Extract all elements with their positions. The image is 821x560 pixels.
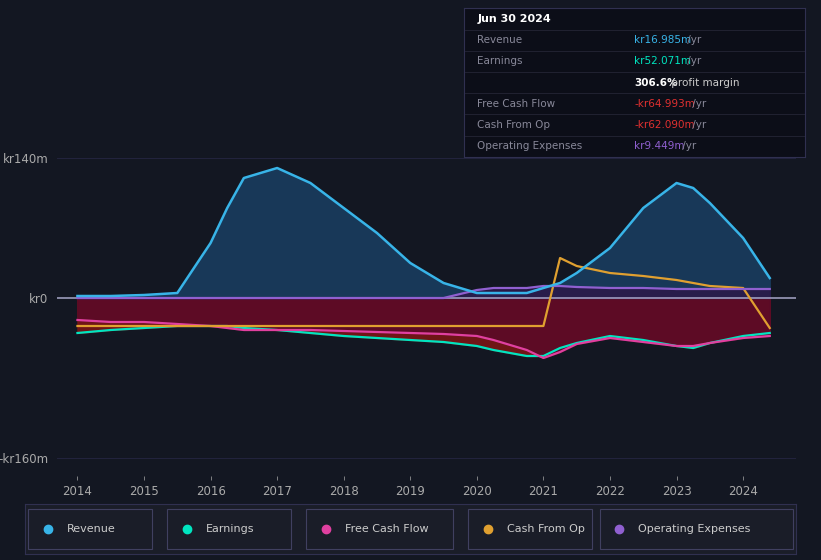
Text: Cash From Op: Cash From Op [478, 120, 551, 130]
Text: Jun 30 2024: Jun 30 2024 [478, 14, 551, 24]
Text: Earnings: Earnings [206, 524, 255, 534]
Text: /yr: /yr [684, 57, 701, 67]
Text: /yr: /yr [689, 120, 706, 130]
Text: Cash From Op: Cash From Op [507, 524, 585, 534]
Text: /yr: /yr [678, 141, 695, 151]
Text: -kr62.090m: -kr62.090m [635, 120, 695, 130]
Text: Revenue: Revenue [67, 524, 116, 534]
Text: profit margin: profit margin [668, 78, 740, 87]
Text: kr9.449m: kr9.449m [635, 141, 685, 151]
Text: 306.6%: 306.6% [635, 78, 677, 87]
Text: /yr: /yr [684, 35, 701, 45]
Text: Operating Expenses: Operating Expenses [638, 524, 750, 534]
Text: /yr: /yr [689, 99, 706, 109]
Text: kr16.985m: kr16.985m [635, 35, 691, 45]
Text: -kr64.993m: -kr64.993m [635, 99, 695, 109]
Text: Free Cash Flow: Free Cash Flow [478, 99, 556, 109]
Text: Revenue: Revenue [478, 35, 523, 45]
Text: kr52.071m: kr52.071m [635, 57, 691, 67]
Text: Operating Expenses: Operating Expenses [478, 141, 583, 151]
Text: Free Cash Flow: Free Cash Flow [345, 524, 429, 534]
Text: Earnings: Earnings [478, 57, 523, 67]
